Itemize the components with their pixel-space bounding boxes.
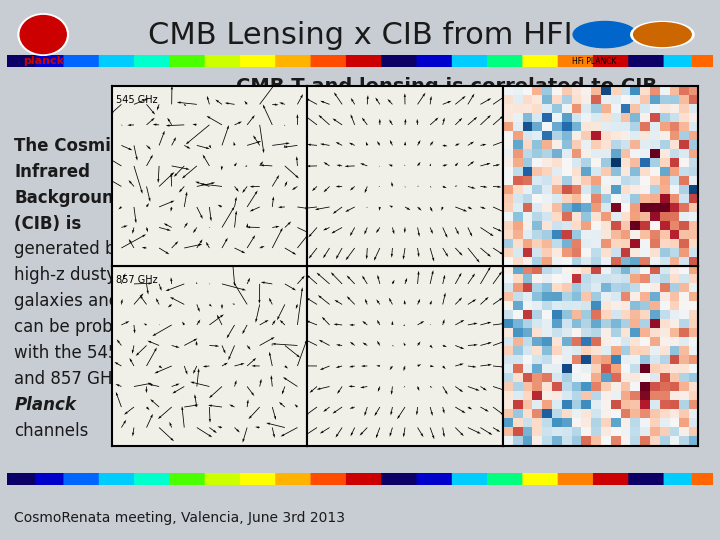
Text: Planck: Planck xyxy=(14,396,76,414)
Text: channels: channels xyxy=(14,422,89,440)
Text: Background: Background xyxy=(14,188,126,207)
Text: and 857 GHz: and 857 GHz xyxy=(14,370,122,388)
Circle shape xyxy=(573,22,636,48)
Text: generated by: generated by xyxy=(14,240,126,259)
Text: CMB T and lensing is correlated to CIB: CMB T and lensing is correlated to CIB xyxy=(236,77,657,96)
Circle shape xyxy=(631,22,694,48)
Circle shape xyxy=(20,16,66,53)
Text: CosmoRenata meeting, Valencia, June 3rd 2013: CosmoRenata meeting, Valencia, June 3rd … xyxy=(14,511,346,525)
Text: planck: planck xyxy=(23,56,63,66)
Text: (CIB) is: (CIB) is xyxy=(14,214,81,233)
Text: can be probed: can be probed xyxy=(14,318,134,336)
Circle shape xyxy=(634,23,691,46)
Text: CMB Lensing x CIB from HFI: CMB Lensing x CIB from HFI xyxy=(148,21,572,50)
Text: HFi PLANCK: HFi PLANCK xyxy=(572,57,617,66)
Text: galaxies and: galaxies and xyxy=(14,292,120,310)
Text: 545 GHz: 545 GHz xyxy=(115,96,157,105)
Text: The Cosmic: The Cosmic xyxy=(14,137,121,155)
Text: high-z dusty: high-z dusty xyxy=(14,266,117,285)
Text: with the 545: with the 545 xyxy=(14,344,119,362)
Text: Infrared: Infrared xyxy=(14,163,91,181)
Circle shape xyxy=(18,14,68,55)
Text: sources at z \in [2,5]: sources at z \in [2,5] xyxy=(333,98,559,118)
Text: 857 GHz: 857 GHz xyxy=(115,275,157,285)
